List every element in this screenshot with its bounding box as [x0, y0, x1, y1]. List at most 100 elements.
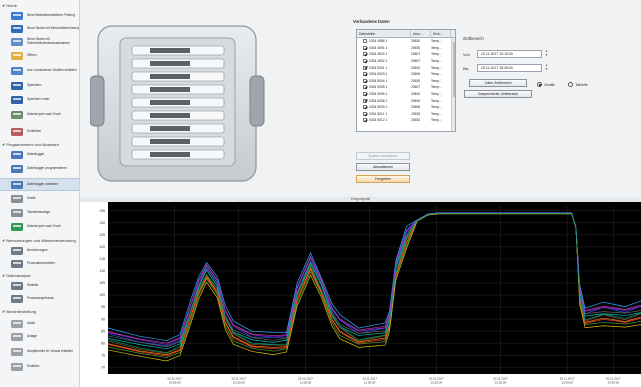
list-item[interactable]: 0334 5008 1 20630 Temp... — [357, 97, 455, 104]
list-item[interactable]: 0334 4591 1 20630 Temp... — [357, 45, 455, 52]
checkbox[interactable] — [363, 92, 367, 97]
x-tick-time: 13:00:00 — [561, 381, 573, 385]
collapse-triangle-icon[interactable]: ◢ — [2, 309, 5, 313]
sidebar-section-1[interactable]: ◢ Programmieren und Auslesen — [2, 141, 59, 147]
collapse-triangle-icon[interactable]: ◢ — [2, 3, 5, 7]
checkbox[interactable] — [363, 45, 367, 50]
collapse-triangle-icon[interactable]: ◢ — [2, 238, 5, 242]
checkbox[interactable] — [363, 78, 367, 83]
plot-area — [108, 202, 641, 374]
checkbox[interactable] — [363, 39, 367, 44]
export-icon — [11, 111, 23, 119]
list-item-unit: Temp... — [431, 111, 442, 116]
list-item[interactable]: 0334 5012 1 20630 Temp... — [357, 117, 455, 124]
saved-range-button[interactable]: Gespeicherter Zeitbereich — [464, 90, 532, 98]
list-item[interactable]: 0334 5004 1 20630 Temp... — [357, 78, 455, 85]
sidebar-item-5[interactable]: Speichern — [0, 80, 79, 92]
sidebar-item-6[interactable]: Speichern unter — [0, 94, 79, 106]
sidebar-item-14[interactable]: Datenexport nach Excel — [0, 221, 79, 233]
document-icon — [11, 25, 23, 33]
release-button[interactable]: Freigeben — [356, 175, 410, 183]
list-item-id: 20635 — [411, 111, 421, 116]
sidebar-item-10[interactable]: Datenlogger programmieren — [0, 163, 79, 175]
checkbox[interactable] — [363, 111, 367, 116]
checkbox[interactable] — [363, 85, 367, 90]
sidebar-item-16[interactable]: Prozesskennzahlen — [0, 258, 79, 269]
select-columns-button[interactable]: Spalten auswählen — [356, 152, 410, 160]
sidebar-item-2[interactable]: Neue Studie mit Sicherheitsbestandsaufna… — [0, 36, 79, 48]
sidebar-item-12[interactable]: Grafik — [0, 194, 79, 204]
sidebar-item-label: Speichern — [27, 83, 42, 88]
checkbox[interactable] — [363, 52, 367, 57]
list-item-name: 0334 5009 1 — [369, 105, 388, 110]
sidebar-item-9[interactable]: Datenlogger — [0, 149, 79, 161]
col-header-name[interactable]: Datenreihe — [357, 30, 411, 37]
list-item[interactable]: 0334 5003 1 20606 Temp... — [357, 71, 455, 78]
sidebar-item-label: Öffnen — [27, 53, 37, 58]
sidebar-item-1[interactable]: Neue Studie mit Werkzeitberechnung — [0, 23, 79, 35]
chart-area[interactable]: 70 75 80 85 90 95 100 105 110 115 120 125 130 135 20.… — [80, 202, 641, 387]
sidebar-item-21[interactable]: Hauptbericht im Voraus erstellen — [0, 345, 79, 359]
checkbox[interactable] — [363, 59, 367, 64]
sidebar-item-20[interactable]: Anlage — [0, 331, 79, 342]
list-item-name-cell: 0334 4992 1 — [357, 59, 411, 64]
sidebar-item-label: Grafik — [27, 196, 36, 201]
temperature-chart[interactable]: 70 75 80 85 90 95 100 105 110 115 120 125 130 135 20.… — [80, 202, 641, 387]
checkbox[interactable] — [363, 98, 367, 103]
to-label: Bis — [463, 66, 469, 71]
sidebar-item-11[interactable]: Datenlogger auslesen — [0, 178, 79, 191]
list-item[interactable]: 0334 5006 1 20630 Temp... — [357, 91, 455, 98]
from-spinner-icon[interactable]: ▲ ▼ — [545, 49, 548, 57]
sidebar-item-0[interactable]: Neue Bedarfsbetriebliche Prüfung — [0, 10, 79, 22]
sidebar-item-label: Datenlogger programmieren — [27, 166, 67, 171]
sidebar-item-13[interactable]: Tabellenanzeige — [0, 207, 79, 218]
sidebar-item-4[interactable]: Aus vorhandenen Studien erstellen — [0, 64, 79, 78]
col-header-unit[interactable]: Einh... — [431, 30, 451, 37]
sidebar-section-3[interactable]: ◢ Datenanalyse — [2, 272, 31, 278]
to-spinner-icon[interactable]: ▲ ▼ — [545, 63, 548, 71]
sidebar-item-18[interactable]: Prozessergebnisse — [0, 293, 79, 304]
to-field[interactable]: 20.11.2017 15:25:00 — [477, 64, 542, 72]
list-item-name-cell: 0334 5009 1 — [357, 105, 411, 110]
sidebar-section-2[interactable]: ◢ Berechnungen und Wiederverwendung — [2, 237, 76, 243]
sidebar-item-15[interactable]: Berechnungen — [0, 245, 79, 256]
sidebar-item-3[interactable]: Öffnen — [0, 50, 79, 62]
sidebar: ◢ Home Neue Bedarfsbetriebliche Prüfung Neu… — [0, 0, 80, 387]
sidebar-section-4[interactable]: ◢ Berichterstellung — [2, 308, 36, 314]
graph-icon — [11, 195, 23, 203]
list-item[interactable]: 0334 5005 1 20607 Temp... — [357, 84, 455, 91]
list-item-name-cell: 0334 5008 1 — [357, 98, 411, 103]
sidebar-item-7[interactable]: Datenexport nach Excel — [0, 108, 79, 122]
list-scrollbar[interactable] — [451, 38, 455, 131]
list-item[interactable]: 0334 5001 1 20630 Temp... — [357, 64, 455, 71]
list-item[interactable]: 0334 5011 1 20635 Temp... — [357, 111, 455, 118]
sidebar-item-8[interactable]: Schließen — [0, 126, 79, 138]
refresh-button[interactable]: Aktualisieren — [356, 163, 410, 171]
radio-table[interactable]: Tabelle — [568, 82, 588, 87]
collapse-triangle-icon[interactable]: ◢ — [2, 273, 5, 277]
col-header-id[interactable]: Anru... — [411, 30, 431, 37]
list-item-unit: Temp... — [431, 78, 442, 83]
checkbox[interactable] — [363, 105, 367, 110]
list-item-unit: Temp... — [431, 118, 442, 123]
collapse-triangle-icon[interactable]: ◢ — [2, 142, 5, 146]
list-item[interactable]: 0334 5009 1 20606 Temp... — [357, 104, 455, 111]
sidebar-item-19[interactable]: Inhalt — [0, 318, 79, 329]
sidebar-item-17[interactable]: Statistik — [0, 280, 79, 291]
sidebar-section-label: Datenanalyse — [6, 272, 31, 278]
checkbox[interactable] — [363, 118, 367, 123]
list-item-name: 0334 5003 1 — [369, 72, 388, 77]
from-field[interactable]: 20.11.2017 10:15:00 — [477, 50, 542, 58]
sidebar-item-22[interactable]: Erstellen — [0, 361, 79, 372]
checkbox[interactable] — [363, 72, 367, 77]
sidebar-section-0[interactable]: ◢ Home — [2, 2, 17, 8]
x-tick-date: 20.11.2017 — [298, 377, 313, 381]
full-range-button[interactable]: Voller Zeitbereich — [469, 79, 527, 87]
list-item[interactable]: 0334 4624 1 20607 Temp... — [357, 51, 455, 58]
list-item[interactable]: 0334 4992 1 20607 Temp... — [357, 58, 455, 65]
checkbox[interactable] — [363, 65, 367, 70]
radio-graph[interactable]: Grafik — [537, 82, 555, 87]
data-series-list[interactable]: Datenreihe Anru... Einh... 0334 4586 1 20… — [356, 29, 456, 132]
list-item[interactable]: 0334 4586 1 20630 Temp... — [357, 38, 455, 45]
sidebar-item-label: Datenlogger auslesen — [27, 181, 59, 186]
